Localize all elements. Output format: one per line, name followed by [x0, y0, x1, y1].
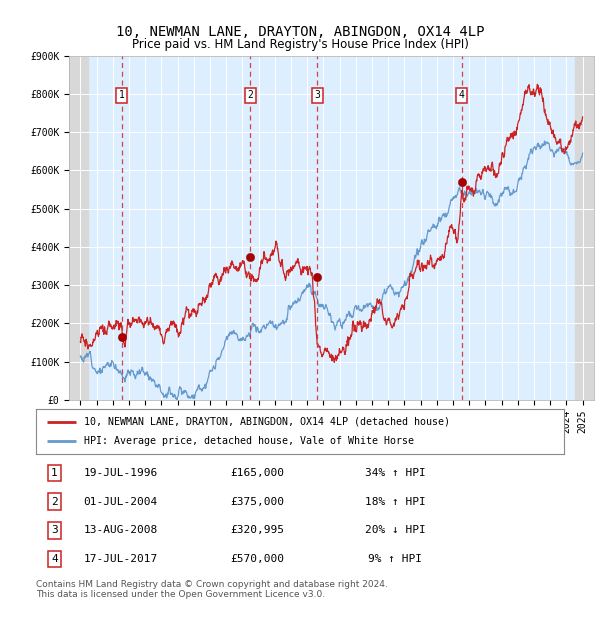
Text: 34% ↑ HPI: 34% ↑ HPI — [365, 468, 425, 478]
Text: 3: 3 — [314, 91, 320, 100]
Text: 19-JUL-1996: 19-JUL-1996 — [83, 468, 158, 478]
Text: 4: 4 — [51, 554, 58, 564]
Text: £570,000: £570,000 — [231, 554, 285, 564]
Text: 10, NEWMAN LANE, DRAYTON, ABINGDON, OX14 4LP (detached house): 10, NEWMAN LANE, DRAYTON, ABINGDON, OX14… — [83, 417, 449, 427]
Text: £165,000: £165,000 — [231, 468, 285, 478]
Text: 20% ↓ HPI: 20% ↓ HPI — [365, 526, 425, 536]
Text: 3: 3 — [51, 526, 58, 536]
Text: £375,000: £375,000 — [231, 497, 285, 507]
Bar — [575, 56, 594, 400]
Text: 2: 2 — [51, 497, 58, 507]
Text: Contains HM Land Registry data © Crown copyright and database right 2024.
This d: Contains HM Land Registry data © Crown c… — [36, 580, 388, 599]
Text: 4: 4 — [459, 91, 465, 100]
Text: 01-JUL-2004: 01-JUL-2004 — [83, 497, 158, 507]
Text: Price paid vs. HM Land Registry's House Price Index (HPI): Price paid vs. HM Land Registry's House … — [131, 38, 469, 51]
Text: HPI: Average price, detached house, Vale of White Horse: HPI: Average price, detached house, Vale… — [83, 436, 413, 446]
Text: 17-JUL-2017: 17-JUL-2017 — [83, 554, 158, 564]
Bar — [69, 56, 88, 400]
Text: 9% ↑ HPI: 9% ↑ HPI — [368, 554, 422, 564]
Text: 2: 2 — [248, 91, 253, 100]
Text: 18% ↑ HPI: 18% ↑ HPI — [365, 497, 425, 507]
Text: 1: 1 — [51, 468, 58, 478]
Text: 13-AUG-2008: 13-AUG-2008 — [83, 526, 158, 536]
Text: £320,995: £320,995 — [231, 526, 285, 536]
Text: 10, NEWMAN LANE, DRAYTON, ABINGDON, OX14 4LP: 10, NEWMAN LANE, DRAYTON, ABINGDON, OX14… — [116, 25, 484, 39]
Text: 1: 1 — [119, 91, 124, 100]
